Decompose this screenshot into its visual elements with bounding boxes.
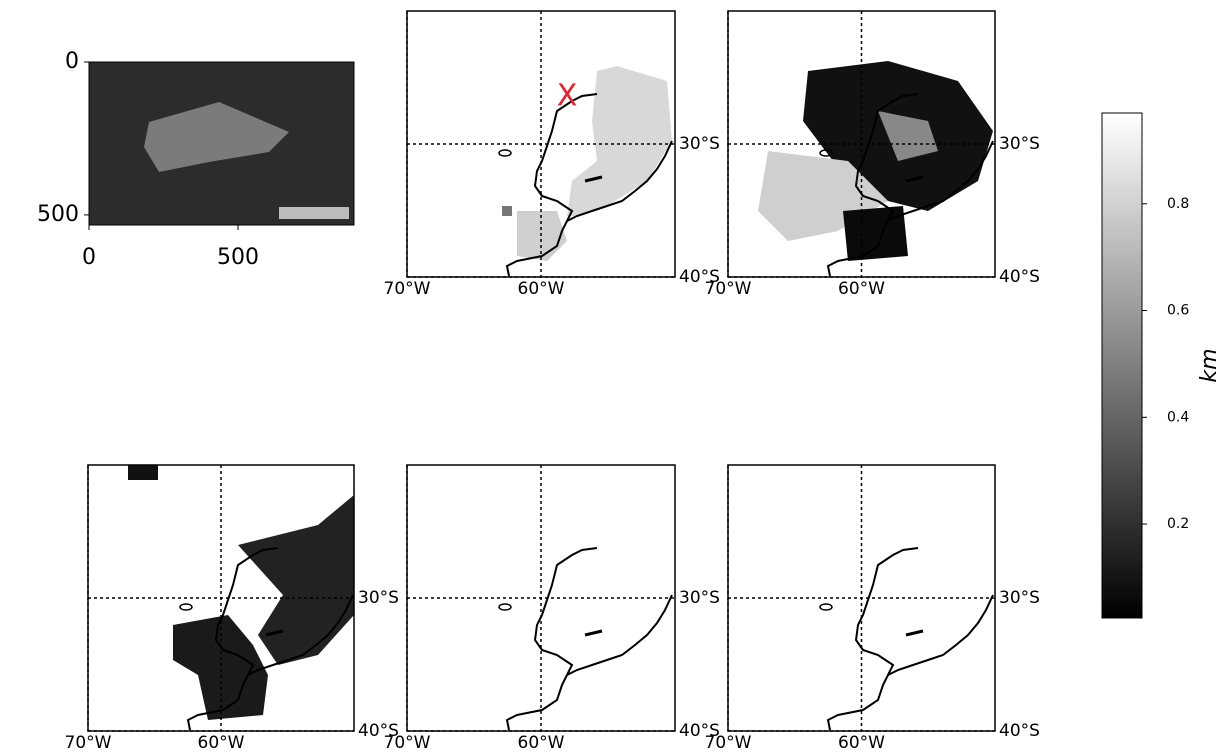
y-tick-label: 40°S: [358, 721, 399, 741]
coastline: [584, 175, 603, 183]
coastline: [247, 594, 354, 676]
y-tick-label: 30°S: [679, 134, 720, 154]
x-tick-label: 500: [217, 245, 259, 270]
coastline: [905, 629, 924, 637]
x-tick-label: 70°W: [65, 733, 112, 753]
data-field: [843, 206, 908, 261]
coastline: [905, 175, 924, 183]
coastline: [498, 603, 512, 611]
colorbar: [1101, 112, 1143, 619]
y-tick-label: 40°S: [679, 267, 720, 287]
coastline: [498, 149, 512, 157]
x-tick-label: 70°W: [384, 279, 431, 299]
image-scalebar: [279, 207, 349, 219]
coastline: [887, 594, 994, 676]
data-field: [128, 465, 158, 480]
annotation: X: [557, 79, 578, 114]
map-frame: [727, 10, 996, 278]
coastline: [566, 594, 673, 676]
coastline: [265, 629, 284, 637]
y-tick-label: 500: [37, 202, 79, 227]
x-tick-label: 60°W: [838, 733, 885, 753]
x-tick-label: 70°W: [705, 279, 752, 299]
x-tick-label: 70°W: [705, 733, 752, 753]
y-tick-label: 30°S: [999, 134, 1040, 154]
map-frame: [87, 464, 355, 732]
y-tick-label: 30°S: [999, 588, 1040, 608]
coastline: [819, 149, 833, 157]
data-field: [567, 66, 672, 216]
coastline: [584, 629, 603, 637]
map-frame: [406, 464, 676, 732]
map-frame: [727, 464, 996, 732]
colorbar-tick-label: 0.8: [1167, 196, 1189, 212]
x-tick-label: 60°W: [518, 279, 565, 299]
x-tick-label: 60°W: [198, 733, 245, 753]
y-tick-label: 30°S: [679, 588, 720, 608]
colorbar-label: km: [1197, 348, 1222, 382]
coastline: [819, 603, 833, 611]
data-field: [238, 495, 354, 665]
coastline: [887, 140, 994, 222]
y-tick-label: 40°S: [999, 267, 1040, 287]
coastline: [826, 93, 919, 277]
coastline: [826, 547, 919, 731]
colorbar-tick-label: 0.4: [1167, 409, 1189, 425]
coastline: [566, 140, 673, 222]
colorbar-tick-label: 0.6: [1167, 303, 1189, 319]
image-frame: [88, 61, 355, 226]
x-tick-label: 60°W: [838, 279, 885, 299]
x-tick-label: 70°W: [384, 733, 431, 753]
map-frame: [406, 10, 676, 278]
coastline: [179, 603, 193, 611]
y-tick-label: 40°S: [679, 721, 720, 741]
x-tick-label: 0: [82, 245, 96, 270]
colorbar-tick-label: 0.2: [1167, 516, 1189, 532]
y-tick-label: 30°S: [358, 588, 399, 608]
coastline: [186, 547, 279, 731]
data-field: [173, 615, 268, 720]
data-field: [502, 206, 512, 216]
y-tick-label: 0: [65, 49, 79, 74]
coastline: [505, 93, 598, 277]
coastline: [505, 547, 598, 731]
data-field: [878, 111, 938, 161]
x-tick-label: 60°W: [518, 733, 565, 753]
y-tick-label: 40°S: [999, 721, 1040, 741]
image-cloud: [144, 102, 289, 172]
